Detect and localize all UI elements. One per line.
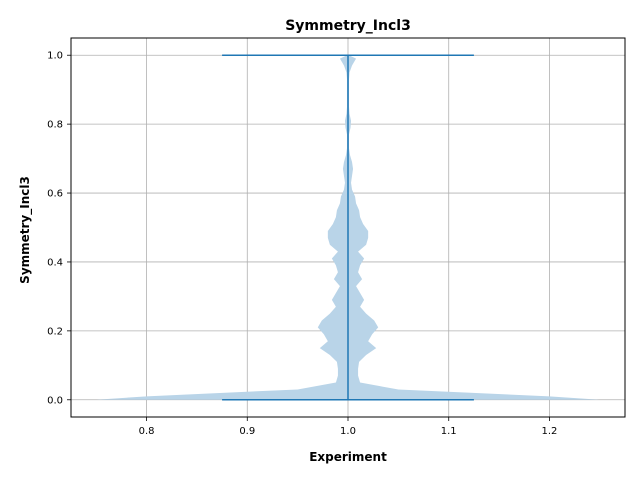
x-tick-label: 1.1 (441, 426, 457, 437)
x-tick-label: 0.8 (139, 426, 155, 437)
y-tick-label: 0.0 (47, 395, 63, 406)
x-tick-label: 0.9 (239, 426, 255, 437)
chart-title: Symmetry_Incl3 (285, 18, 411, 34)
y-tick-label: 0.4 (47, 257, 63, 268)
x-tick-label: 1.0 (340, 426, 356, 437)
y-axis-label: Symmetry_Incl3 (18, 176, 33, 284)
y-tick-label: 1.0 (47, 51, 63, 62)
x-axis-label: Experiment (309, 450, 387, 464)
x-tick-label: 1.2 (542, 426, 558, 437)
y-tick-label: 0.2 (47, 326, 63, 337)
y-tick-label: 0.8 (47, 120, 63, 131)
y-tick-label: 0.6 (47, 189, 63, 200)
violin-layer (96, 54, 600, 401)
axis-ticks: 0.8 0.9 1.0 1.1 1.2 0.0 0.2 0.4 0.6 0.8 1.0 (47, 51, 557, 437)
